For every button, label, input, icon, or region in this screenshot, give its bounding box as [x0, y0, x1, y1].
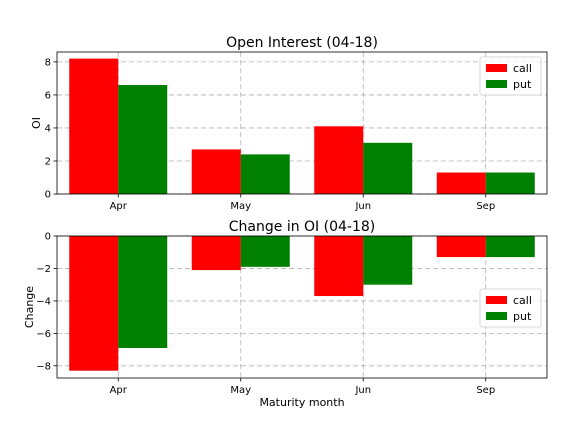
bar-call-apr [69, 58, 119, 195]
bar-call-jun [314, 126, 364, 194]
bar-call-may [191, 236, 241, 271]
x-tick-label: Jun [354, 201, 371, 212]
x-tick-label: Apr [110, 201, 128, 212]
open-interest-chart: Open Interest (04-18) OI 0 2 4 6 8 Apr May Jun S… [30, 35, 548, 212]
x-tick-label: Sep [476, 201, 495, 212]
legend-swatch-put [486, 312, 507, 320]
y-tick-label: 0 [45, 190, 51, 201]
plot-area: 0 2 4 6 8 Apr May Jun Sep call put [45, 51, 548, 212]
bar-put-apr [118, 85, 168, 194]
chart-title: Open Interest (04-18) [226, 35, 378, 51]
axes-frame [56, 235, 548, 379]
bar-call-sep [436, 172, 486, 194]
legend-swatch-call [486, 64, 507, 72]
legend-label-call: call [513, 294, 532, 307]
bar-put-jun [363, 142, 413, 194]
x-tick-label: Sep [476, 385, 495, 396]
y-tick-label: 6 [45, 90, 51, 101]
bar-call-apr [69, 236, 119, 371]
legend: call put [479, 56, 542, 96]
legend-swatch-call [486, 296, 507, 304]
y-axis-label: Change [23, 286, 36, 328]
bar-put-may [240, 154, 290, 194]
y-tick-label: −8 [36, 361, 51, 372]
bar-put-may [240, 236, 290, 267]
y-tick-label: 2 [45, 156, 51, 167]
x-tick-label: May [230, 385, 251, 396]
y-tick-label: −2 [36, 264, 51, 275]
legend-label-put: put [513, 310, 532, 323]
axes-frame [56, 51, 548, 195]
plot-area: 0 −2 −4 −6 −8 Apr May Jun Sep call put [36, 232, 548, 396]
y-tick-label: −6 [36, 329, 51, 340]
bar-put-apr [118, 236, 168, 348]
x-tick-label: May [230, 201, 251, 212]
legend-label-call: call [513, 62, 532, 75]
y-tick-label: 0 [45, 232, 51, 243]
bar-call-sep [436, 236, 486, 258]
legend-label-put: put [513, 78, 532, 91]
y-tick-label: 8 [45, 57, 51, 68]
bar-call-jun [314, 236, 364, 297]
bar-put-jun [363, 236, 413, 285]
change-in-oi-chart: Change in OI (04-18) Change Maturity mon… [23, 219, 548, 409]
bar-call-may [191, 149, 241, 194]
bar-put-sep [485, 236, 535, 258]
chart-title: Change in OI (04-18) [229, 219, 375, 235]
x-tick-label: Apr [110, 385, 128, 396]
x-tick-label: Jun [354, 385, 371, 396]
bar-put-sep [485, 172, 535, 194]
y-tick-label: 4 [45, 123, 51, 134]
y-tick-label: −4 [36, 296, 51, 307]
legend: call put [479, 288, 542, 328]
legend-swatch-put [486, 80, 507, 88]
x-axis-label: Maturity month [259, 396, 344, 409]
y-axis-label: OI [30, 117, 43, 129]
